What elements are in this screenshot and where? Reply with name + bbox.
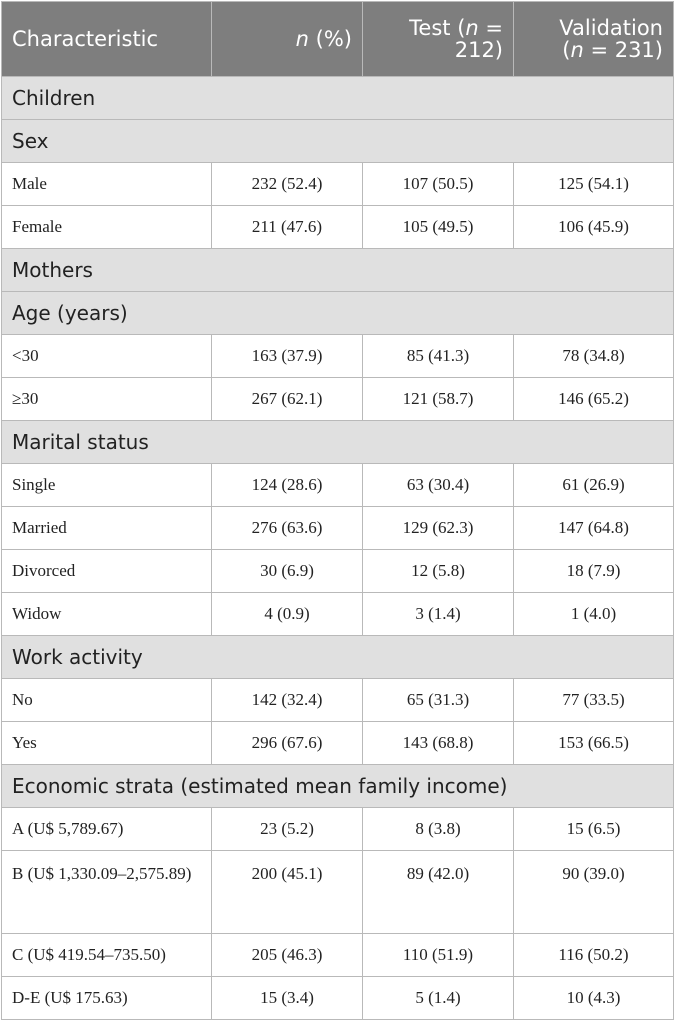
cell-test: 5 (1.4) [362,976,514,1020]
section-row-children: Children [1,76,674,120]
section-label: Mothers [1,248,674,292]
cell-validation: 90 (39.0) [513,850,674,934]
table-row-strata-b: B (U$ 1,330.09–2,575.89) 200 (45.1) 89 (… [1,850,674,934]
cell-total: 267 (62.1) [211,377,363,421]
cell-total: 23 (5.2) [211,807,363,851]
cell-test: 121 (58.7) [362,377,514,421]
table-row-male: Male 232 (52.4) 107 (50.5) 125 (54.1) [1,162,674,206]
row-label: Female [1,205,212,249]
section-row-mothers: Mothers [1,248,674,292]
section-label: Children [1,76,674,120]
table-row-strata-c: C (U$ 419.54–735.50) 205 (46.3) 110 (51.… [1,933,674,977]
section-label: Sex [1,119,674,163]
section-label: Marital status [1,420,674,464]
header-row: Characteristic n (%) Test (n = 212) Vali… [1,1,674,77]
cell-test: 129 (62.3) [362,506,514,550]
cell-validation: 146 (65.2) [513,377,674,421]
section-label: Work activity [1,635,674,679]
cell-validation: 78 (34.8) [513,334,674,378]
section-row-age: Age (years) [1,291,674,335]
cell-validation: 147 (64.8) [513,506,674,550]
table-row-age-30-plus: ≥30 267 (62.1) 121 (58.7) 146 (65.2) [1,377,674,421]
cell-test: 110 (51.9) [362,933,514,977]
cell-total: 15 (3.4) [211,976,363,1020]
cell-total: 30 (6.9) [211,549,363,593]
table-row-female: Female 211 (47.6) 105 (49.5) 106 (45.9) [1,205,674,249]
cell-test: 107 (50.5) [362,162,514,206]
row-label: A (U$ 5,789.67) [1,807,212,851]
row-label: D-E (U$ 175.63) [1,976,212,1020]
header-n-percent: n (%) [211,1,363,77]
section-row-marital: Marital status [1,420,674,464]
row-label: Male [1,162,212,206]
cell-total: 124 (28.6) [211,463,363,507]
header-test-suffix: = 212) [454,16,503,62]
cell-test: 85 (41.3) [362,334,514,378]
table-row-age-under-30: <30 163 (37.9) 85 (41.3) 78 (34.8) [1,334,674,378]
header-test: Test (n = 212) [362,1,514,77]
table-row-work-yes: Yes 296 (67.6) 143 (68.8) 153 (66.5) [1,721,674,765]
row-label: Married [1,506,212,550]
cell-test: 12 (5.8) [362,549,514,593]
header-characteristic: Characteristic [1,1,212,77]
cell-total: 163 (37.9) [211,334,363,378]
header-n-rest: (%) [308,27,352,51]
row-label: <30 [1,334,212,378]
cell-test: 65 (31.3) [362,678,514,722]
table-row-single: Single 124 (28.6) 63 (30.4) 61 (26.9) [1,463,674,507]
cell-test: 89 (42.0) [362,850,514,934]
table-row-strata-a: A (U$ 5,789.67) 23 (5.2) 8 (3.8) 15 (6.5… [1,807,674,851]
table-row-work-no: No 142 (32.4) 65 (31.3) 77 (33.5) [1,678,674,722]
cell-total: 4 (0.9) [211,592,363,636]
cell-test: 8 (3.8) [362,807,514,851]
cell-total: 205 (46.3) [211,933,363,977]
section-label: Economic strata (estimated mean family i… [1,764,674,808]
table-row-widow: Widow 4 (0.9) 3 (1.4) 1 (4.0) [1,592,674,636]
row-label: No [1,678,212,722]
cell-total: 276 (63.6) [211,506,363,550]
cell-validation: 10 (4.3) [513,976,674,1020]
cell-total: 232 (52.4) [211,162,363,206]
table-row-married: Married 276 (63.6) 129 (62.3) 147 (64.8) [1,506,674,550]
header-test-n: n [465,16,479,40]
row-label: Yes [1,721,212,765]
header-validation-n: n [570,38,584,62]
header-n-italic: n [295,27,309,51]
cell-total: 200 (45.1) [211,850,363,934]
cell-test: 143 (68.8) [362,721,514,765]
cell-test: 63 (30.4) [362,463,514,507]
section-row-sex: Sex [1,119,674,163]
cell-validation: 61 (26.9) [513,463,674,507]
cell-validation: 116 (50.2) [513,933,674,977]
section-label: Age (years) [1,291,674,335]
row-label: B (U$ 1,330.09–2,575.89) [1,850,212,934]
row-label: C (U$ 419.54–735.50) [1,933,212,977]
header-validation-suffix: = 231) [583,38,663,62]
header-validation-prefix: ( [562,38,571,62]
cell-validation: 15 (6.5) [513,807,674,851]
cell-total: 296 (67.6) [211,721,363,765]
row-label: Divorced [1,549,212,593]
cell-test: 105 (49.5) [362,205,514,249]
cell-validation: 77 (33.5) [513,678,674,722]
cell-validation: 106 (45.9) [513,205,674,249]
section-row-work: Work activity [1,635,674,679]
cell-validation: 18 (7.9) [513,549,674,593]
section-row-economic: Economic strata (estimated mean family i… [1,764,674,808]
cell-total: 211 (47.6) [211,205,363,249]
row-label: Single [1,463,212,507]
cell-validation: 1 (4.0) [513,592,674,636]
cell-validation: 153 (66.5) [513,721,674,765]
cell-test: 3 (1.4) [362,592,514,636]
row-label: ≥30 [1,377,212,421]
row-label: Widow [1,592,212,636]
header-validation: Validation (n = 231) [513,1,674,77]
table-row-divorced: Divorced 30 (6.9) 12 (5.8) 18 (7.9) [1,549,674,593]
cell-validation: 125 (54.1) [513,162,674,206]
cell-total: 142 (32.4) [211,678,363,722]
table-row-strata-de: D-E (U$ 175.63) 15 (3.4) 5 (1.4) 10 (4.3… [1,976,674,1020]
header-test-prefix: Test ( [409,16,466,40]
header-validation-line1: Validation [559,16,663,40]
